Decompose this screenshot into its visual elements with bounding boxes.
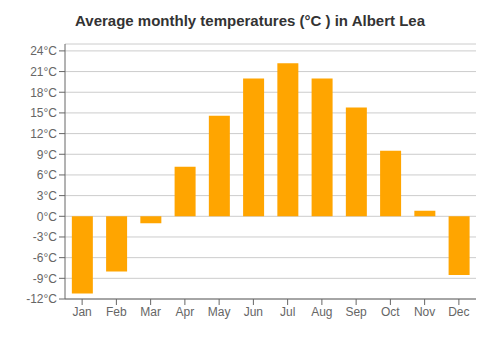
svg-text:12°C: 12°C: [30, 127, 57, 141]
svg-text:Jun: Jun: [244, 305, 263, 319]
svg-text:Dec: Dec: [448, 305, 469, 319]
svg-text:Jan: Jan: [72, 305, 91, 319]
svg-text:-3°C: -3°C: [33, 230, 57, 244]
svg-text:Oct: Oct: [381, 305, 400, 319]
svg-text:-9°C: -9°C: [33, 272, 57, 286]
svg-text:Feb: Feb: [106, 305, 127, 319]
svg-text:21°C: 21°C: [30, 65, 57, 79]
svg-text:Nov: Nov: [414, 305, 435, 319]
html-text:Average monthly temperatures (: Average monthly temperatures (°C ) in Al…: [75, 12, 425, 29]
svg-text:24°C: 24°C: [30, 44, 57, 58]
svg-text:May: May: [208, 305, 231, 319]
svg-text:6°C: 6°C: [37, 168, 57, 182]
svg-text:Sep: Sep: [345, 305, 367, 319]
svg-text:3°C: 3°C: [37, 189, 57, 203]
svg-text:-12°C: -12°C: [26, 292, 57, 306]
svg-text:15°C: 15°C: [30, 106, 57, 120]
svg-text:18°C: 18°C: [30, 86, 57, 100]
svg-text:-6°C: -6°C: [33, 251, 57, 265]
svg-text:Jul: Jul: [280, 305, 295, 319]
svg-text:9°C: 9°C: [37, 148, 57, 162]
svg-text:0°C: 0°C: [37, 210, 57, 224]
svg-text:Mar: Mar: [140, 305, 161, 319]
svg-text:Apr: Apr: [176, 305, 195, 319]
svg-text:Aug: Aug: [311, 305, 332, 319]
